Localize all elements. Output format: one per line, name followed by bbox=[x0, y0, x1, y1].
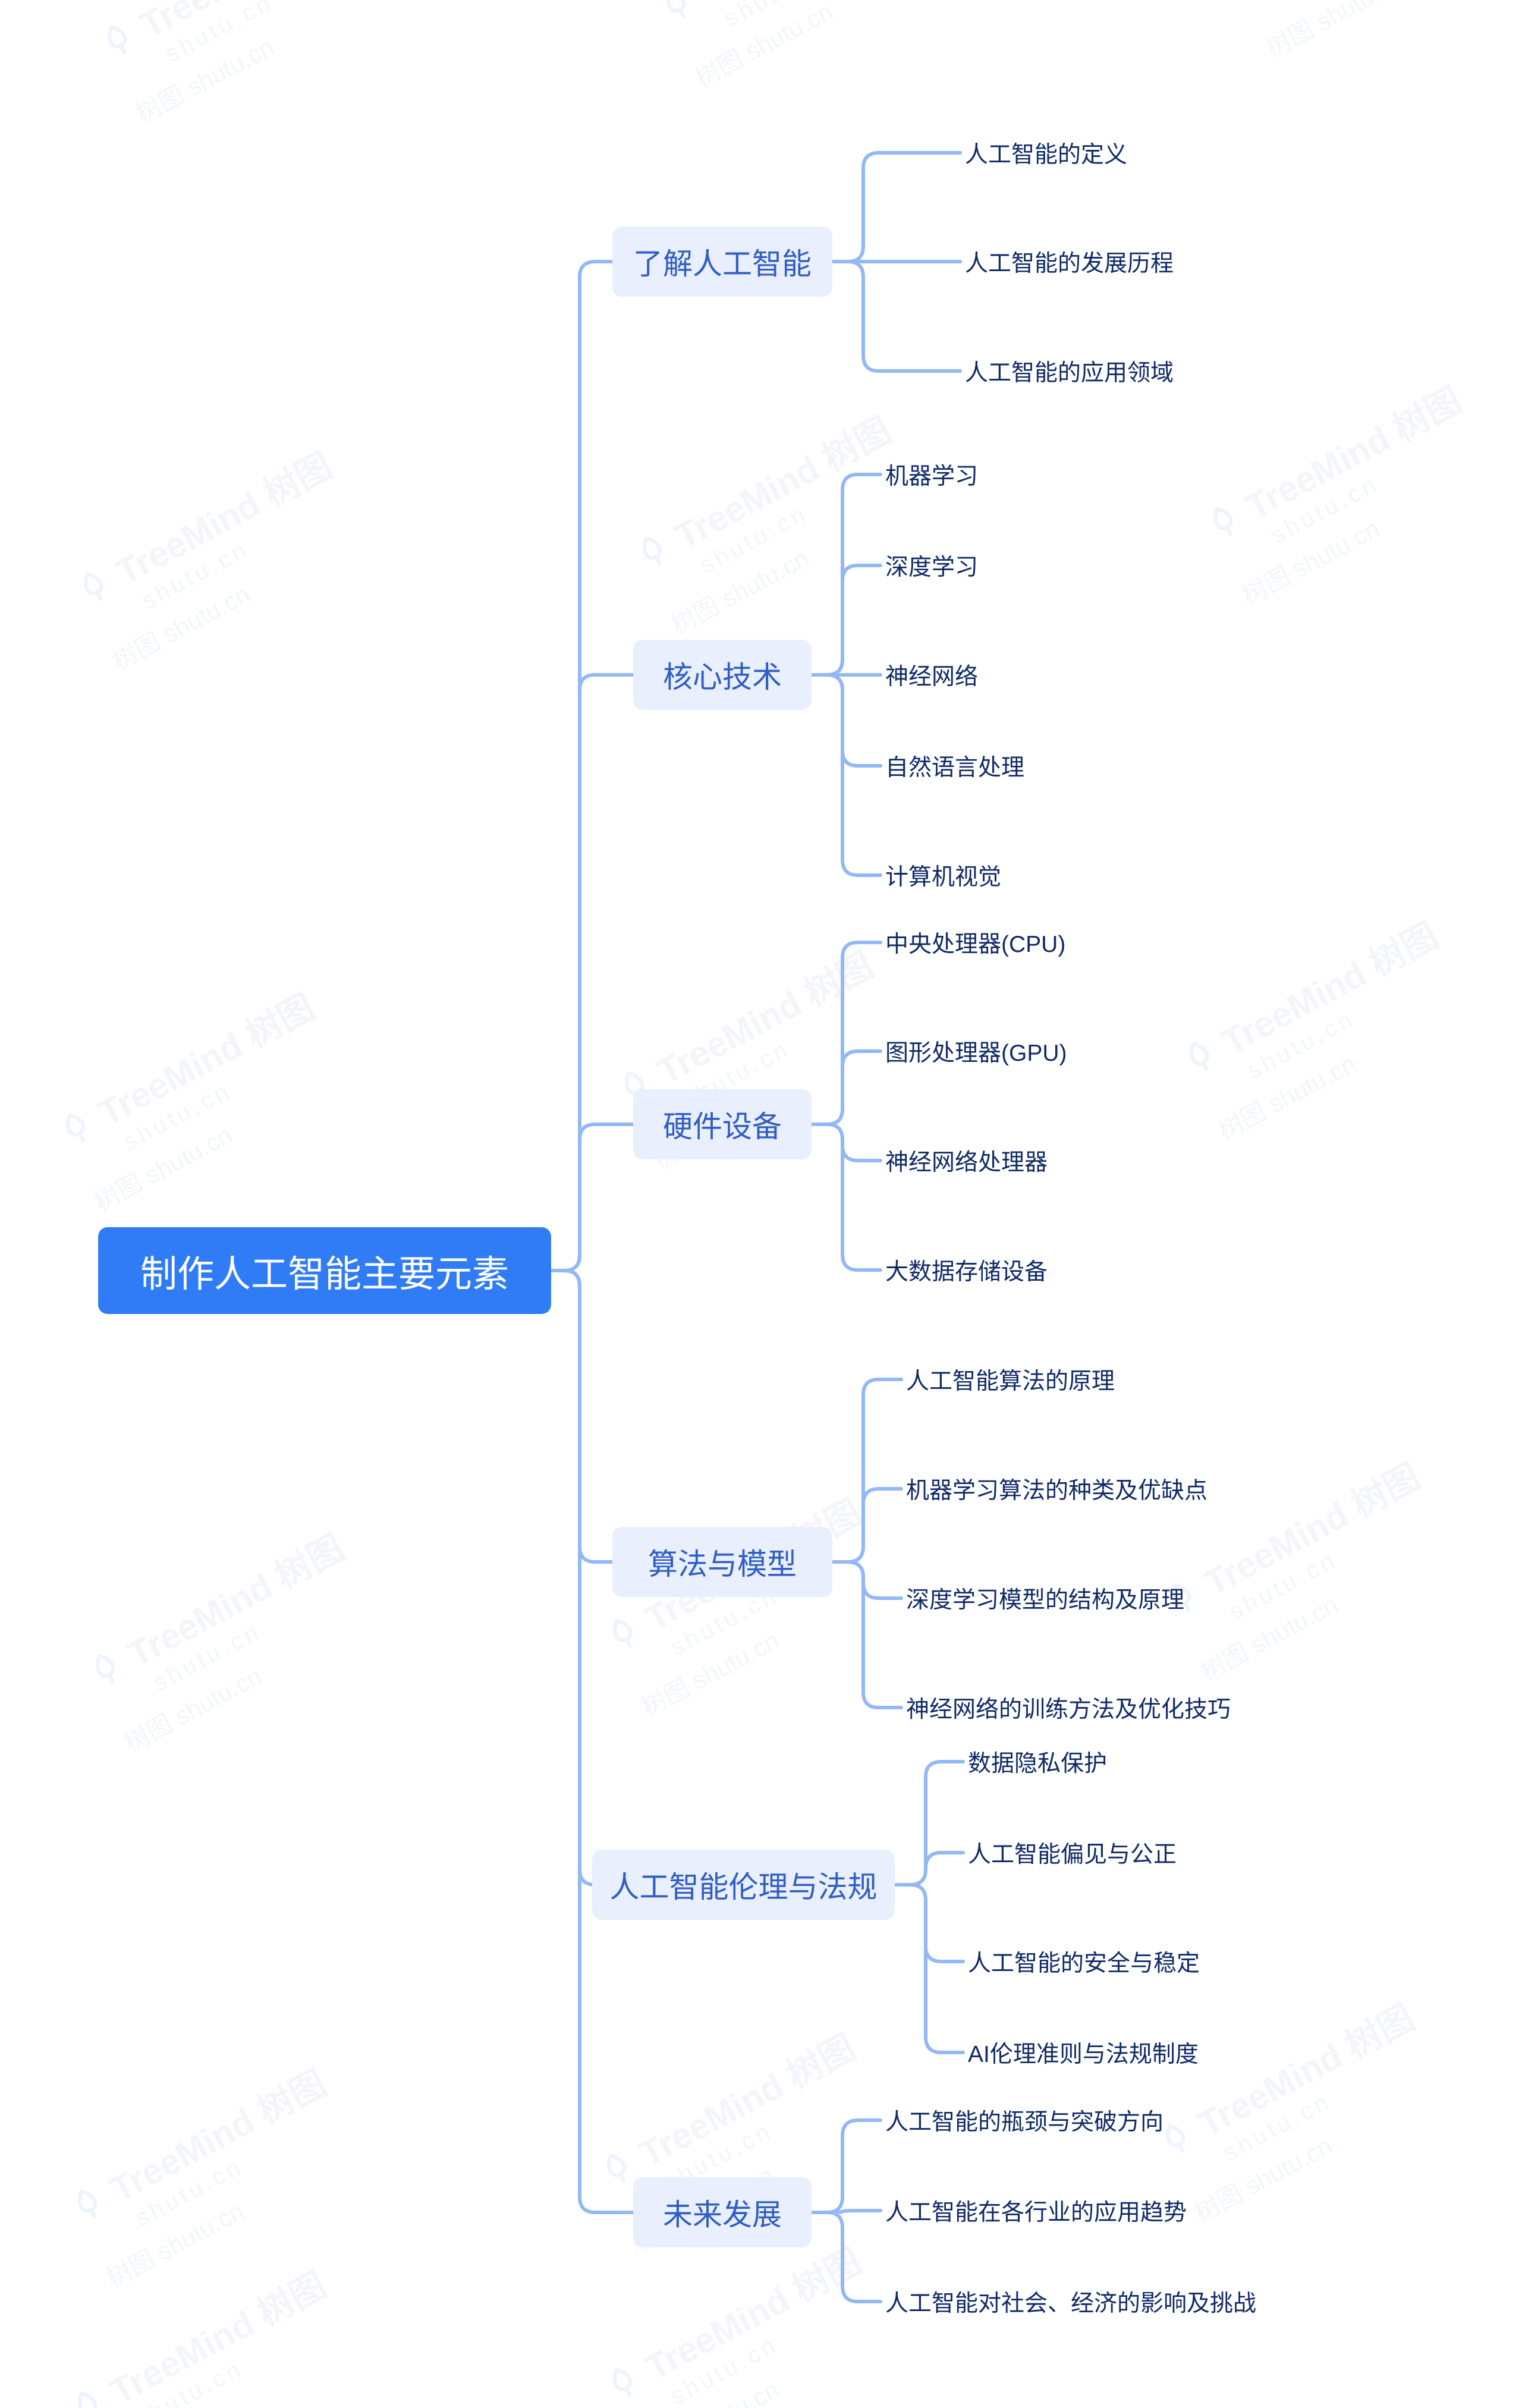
leaf-label: AI伦理准则与法规制度 bbox=[968, 2036, 1199, 2069]
leaf-label: 图形处理器(GPU) bbox=[885, 1035, 1067, 1068]
branch-label: 人工智能伦理与法规 bbox=[610, 1863, 878, 1906]
leaf-node[interactable]: 深度学习模型的结构及原理 bbox=[906, 1582, 1221, 1615]
leaf-label: 神经网络处理器 bbox=[885, 1144, 1048, 1177]
leaf-label: 机器学习 bbox=[885, 458, 978, 491]
leaf-node[interactable]: 人工智能的发展历程 bbox=[965, 245, 1198, 278]
leaf-node[interactable]: 中央处理器(CPU) bbox=[885, 926, 1086, 959]
connector-layer bbox=[0, 0, 1522, 2408]
leaf-node[interactable]: 自然语言处理 bbox=[885, 749, 1039, 782]
leaf-label: 人工智能的安全与稳定 bbox=[968, 1945, 1200, 1978]
leaf-node[interactable]: 机器学习算法的种类及优缺点 bbox=[906, 1472, 1221, 1505]
branch-node[interactable]: 人工智能伦理与法规 bbox=[592, 1850, 895, 1920]
branch-label: 了解人工智能 bbox=[633, 240, 812, 283]
branch-label: 硬件设备 bbox=[663, 1103, 782, 1146]
branch-node[interactable]: 算法与模型 bbox=[612, 1527, 832, 1597]
branch-node[interactable]: 未来发展 bbox=[633, 2177, 812, 2247]
branch-node[interactable]: 硬件设备 bbox=[633, 1089, 812, 1159]
leaf-label: 人工智能在各行业的应用趋势 bbox=[885, 2194, 1187, 2227]
leaf-node[interactable]: 图形处理器(GPU) bbox=[885, 1035, 1086, 1068]
branch-label: 算法与模型 bbox=[648, 1541, 797, 1583]
leaf-node[interactable]: 人工智能在各行业的应用趋势 bbox=[885, 2194, 1224, 2227]
leaf-node[interactable]: 大数据存储设备 bbox=[885, 1253, 1061, 1287]
leaf-node[interactable]: 机器学习 bbox=[885, 458, 992, 491]
leaf-node[interactable]: 深度学习 bbox=[885, 549, 992, 582]
branch-node[interactable]: 了解人工智能 bbox=[612, 227, 832, 297]
leaf-node[interactable]: 神经网络 bbox=[885, 658, 992, 691]
leaf-label: 神经网络 bbox=[885, 658, 978, 691]
mindmap-root[interactable]: 制作人工智能主要元素 bbox=[98, 1227, 551, 1314]
leaf-label: 数据隐私保护 bbox=[968, 1745, 1107, 1778]
branch-label: 核心技术 bbox=[663, 653, 782, 696]
leaf-node[interactable]: 人工智能的定义 bbox=[965, 136, 1152, 169]
leaf-node[interactable]: 神经网络的训练方法及优化技巧 bbox=[906, 1691, 1245, 1724]
leaf-label: 人工智能的瓶颈与突破方向 bbox=[885, 2104, 1163, 2137]
leaf-label: 深度学习 bbox=[885, 549, 978, 582]
leaf-label: 人工智能偏见与公正 bbox=[968, 1836, 1177, 1869]
leaf-label: 人工智能对社会、经济的影响及挑战 bbox=[885, 2285, 1256, 2318]
leaf-node[interactable]: 人工智能偏见与公正 bbox=[968, 1836, 1214, 1869]
leaf-node[interactable]: 神经网络处理器 bbox=[885, 1144, 1061, 1177]
leaf-label: 自然语言处理 bbox=[885, 749, 1024, 782]
leaf-label: 神经网络的训练方法及优化技巧 bbox=[906, 1691, 1231, 1724]
leaf-label: 机器学习算法的种类及优缺点 bbox=[906, 1472, 1207, 1505]
leaf-label: 人工智能的发展历程 bbox=[965, 245, 1174, 278]
leaf-label: 大数据存储设备 bbox=[885, 1253, 1048, 1287]
leaf-node[interactable]: 人工智能的安全与稳定 bbox=[968, 1945, 1214, 1978]
leaf-node[interactable]: 数据隐私保护 bbox=[968, 1745, 1144, 1778]
leaf-node[interactable]: 人工智能的应用领域 bbox=[965, 354, 1199, 388]
leaf-label: 人工智能的应用领域 bbox=[965, 354, 1174, 388]
leaf-label: 计算机视觉 bbox=[885, 859, 1001, 892]
leaf-label: 中央处理器(CPU) bbox=[885, 926, 1065, 959]
mindmap-root-label: 制作人工智能主要元素 bbox=[140, 1244, 509, 1297]
leaf-label: 人工智能算法的原理 bbox=[906, 1363, 1115, 1396]
branch-label: 未来发展 bbox=[663, 2191, 782, 2234]
leaf-node[interactable]: 人工智能的瓶颈与突破方向 bbox=[885, 2104, 1200, 2137]
leaf-node[interactable]: 人工智能对社会、经济的影响及挑战 bbox=[885, 2285, 1317, 2318]
leaf-label: 深度学习模型的结构及原理 bbox=[906, 1582, 1184, 1615]
leaf-label: 人工智能的定义 bbox=[965, 136, 1127, 169]
leaf-node[interactable]: 人工智能算法的原理 bbox=[906, 1363, 1128, 1396]
branch-node[interactable]: 核心技术 bbox=[633, 640, 812, 710]
leaf-node[interactable]: 计算机视觉 bbox=[885, 859, 1016, 892]
leaf-node[interactable]: AI伦理准则与法规制度 bbox=[968, 2036, 1225, 2069]
mindmap-canvas: TreeMind 树图shutu.cn树图 shutu.cn TreeMind … bbox=[0, 0, 1522, 2408]
